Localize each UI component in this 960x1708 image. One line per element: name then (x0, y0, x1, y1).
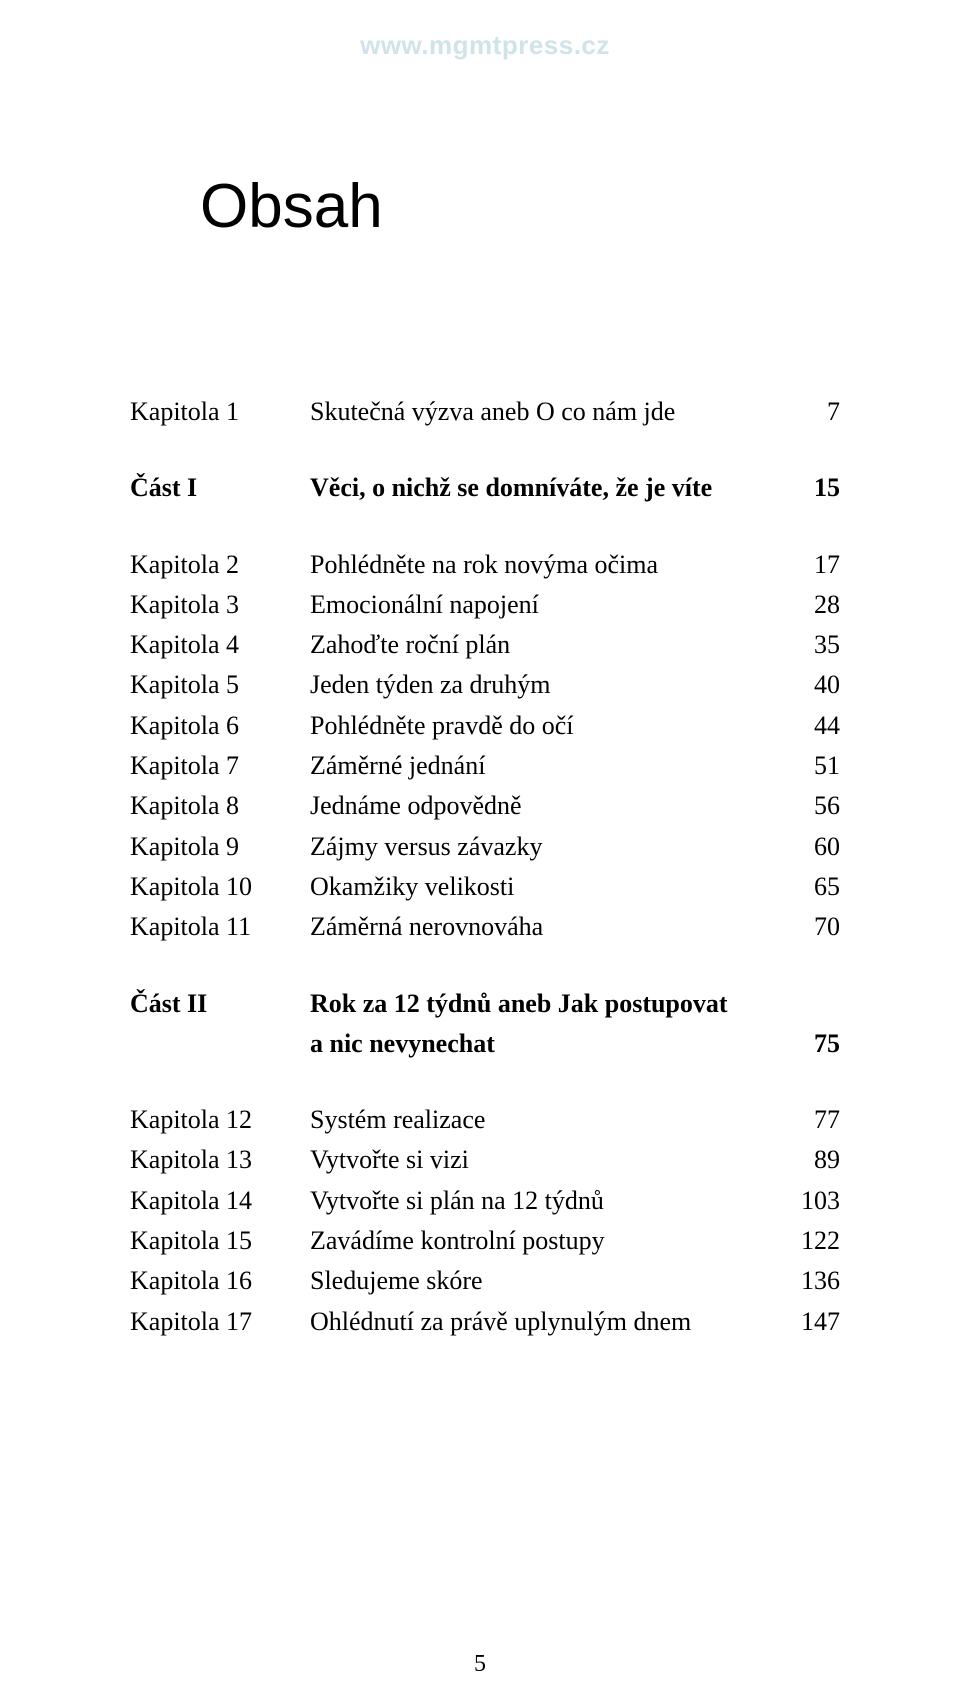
toc-row: Kapitola 1Skutečná výzva aneb O co nám j… (130, 392, 840, 432)
toc-label: Kapitola 14 (130, 1181, 310, 1221)
toc-row: a nic nevynechat75 (130, 1024, 840, 1064)
toc-page-number: 70 (780, 907, 840, 947)
document-page: www.mgmtpress.cz Obsah Kapitola 1Skutečn… (0, 0, 960, 1708)
toc-entry-title: Jednáme odpovědně (310, 786, 780, 826)
toc-entry-title: Zahoďte roční plán (310, 625, 780, 665)
toc-entry-title: Rok za 12 týdnů aneb Jak postupovat (310, 984, 780, 1024)
toc-page-number: 103 (780, 1181, 840, 1221)
toc-entry-title: Jeden týden za druhým (310, 665, 780, 705)
toc-row: Kapitola 6Pohlédněte pravdě do očí44 (130, 706, 840, 746)
toc-entry-title: Vytvořte si vizi (310, 1140, 780, 1180)
toc-row: Kapitola 5Jeden týden za druhým40 (130, 665, 840, 705)
toc-label: Kapitola 10 (130, 867, 310, 907)
toc-row: Kapitola 13Vytvořte si vizi89 (130, 1140, 840, 1180)
toc-entry-title: Systém realizace (310, 1100, 780, 1140)
toc-gap (130, 432, 840, 468)
toc-page-number: 28 (780, 585, 840, 625)
toc-entry-title: Zájmy versus závazky (310, 827, 780, 867)
toc-page-number: 35 (780, 625, 840, 665)
toc-row: Kapitola 17Ohlédnutí za právě uplynulým … (130, 1302, 840, 1342)
toc-page-number: 75 (780, 1024, 840, 1064)
toc-entry-title: Pohlédněte na rok novýma očima (310, 545, 780, 585)
toc-entry-title: Sledujeme skóre (310, 1261, 780, 1301)
toc-label: Kapitola 4 (130, 625, 310, 665)
toc-row: Kapitola 4Zahoďte roční plán35 (130, 625, 840, 665)
toc-page-number: 7 (780, 392, 840, 432)
toc-row: Kapitola 16Sledujeme skóre136 (130, 1261, 840, 1301)
toc-label: Kapitola 12 (130, 1100, 310, 1140)
toc-row: Kapitola 14Vytvořte si plán na 12 týdnů1… (130, 1181, 840, 1221)
toc-page-number: 89 (780, 1140, 840, 1180)
toc-label: Část I (130, 468, 310, 508)
toc-entry-title: Záměrná nerovnováha (310, 907, 780, 947)
toc-page-number: 44 (780, 706, 840, 746)
toc-gap (130, 948, 840, 984)
toc-page-number: 51 (780, 746, 840, 786)
toc-label: Kapitola 16 (130, 1261, 310, 1301)
toc-label: Kapitola 11 (130, 907, 310, 947)
toc-row: Kapitola 11Záměrná nerovnováha70 (130, 907, 840, 947)
toc-entry-title: Skutečná výzva aneb O co nám jde (310, 392, 780, 432)
toc-entry-title: Ohlédnutí za právě uplynulým dnem (310, 1302, 780, 1342)
watermark-text: www.mgmtpress.cz (130, 30, 840, 61)
toc-row: Kapitola 15Zavádíme kontrolní postupy122 (130, 1221, 840, 1261)
toc-page-number: 40 (780, 665, 840, 705)
toc-entry-title: Okamžiky velikosti (310, 867, 780, 907)
toc-row: Část IIRok za 12 týdnů aneb Jak postupov… (130, 984, 840, 1024)
page-number: 5 (0, 1651, 960, 1678)
toc-label: Kapitola 2 (130, 545, 310, 585)
toc-label: Část II (130, 984, 310, 1024)
toc-gap (130, 509, 840, 545)
toc-label: Kapitola 8 (130, 786, 310, 826)
toc-entry-title: Emocionální napojení (310, 585, 780, 625)
table-of-contents: Kapitola 1Skutečná výzva aneb O co nám j… (130, 392, 840, 1342)
toc-row: Část IVěci, o nichž se domníváte, že je … (130, 468, 840, 508)
toc-entry-title: a nic nevynechat (310, 1024, 780, 1064)
toc-row: Kapitola 8Jednáme odpovědně56 (130, 786, 840, 826)
toc-label: Kapitola 9 (130, 827, 310, 867)
toc-label: Kapitola 6 (130, 706, 310, 746)
toc-entry-title: Zavádíme kontrolní postupy (310, 1221, 780, 1261)
toc-page-number: 17 (780, 545, 840, 585)
toc-entry-title: Vytvořte si plán na 12 týdnů (310, 1181, 780, 1221)
toc-page-number: 122 (780, 1221, 840, 1261)
toc-entry-title: Pohlédněte pravdě do očí (310, 706, 780, 746)
toc-row: Kapitola 10Okamžiky velikosti65 (130, 867, 840, 907)
toc-label: Kapitola 1 (130, 392, 310, 432)
toc-entry-title: Záměrné jednání (310, 746, 780, 786)
toc-row: Kapitola 2Pohlédněte na rok novýma očima… (130, 545, 840, 585)
toc-row: Kapitola 7Záměrné jednání51 (130, 746, 840, 786)
toc-page-number: 147 (780, 1302, 840, 1342)
toc-label: Kapitola 13 (130, 1140, 310, 1180)
toc-entry-title: Věci, o nichž se domníváte, že je víte (310, 468, 780, 508)
toc-label: Kapitola 5 (130, 665, 310, 705)
toc-row: Kapitola 12Systém realizace77 (130, 1100, 840, 1140)
toc-gap (130, 1064, 840, 1100)
toc-label: Kapitola 3 (130, 585, 310, 625)
toc-label: Kapitola 7 (130, 746, 310, 786)
toc-page-number: 60 (780, 827, 840, 867)
toc-page-number: 136 (780, 1261, 840, 1301)
toc-row: Kapitola 3Emocionální napojení28 (130, 585, 840, 625)
toc-label: Kapitola 15 (130, 1221, 310, 1261)
toc-row: Kapitola 9Zájmy versus závazky60 (130, 827, 840, 867)
page-title: Obsah (200, 171, 840, 242)
toc-page-number: 56 (780, 786, 840, 826)
toc-page-number: 15 (780, 468, 840, 508)
toc-page-number: 65 (780, 867, 840, 907)
toc-label: Kapitola 17 (130, 1302, 310, 1342)
toc-page-number: 77 (780, 1100, 840, 1140)
